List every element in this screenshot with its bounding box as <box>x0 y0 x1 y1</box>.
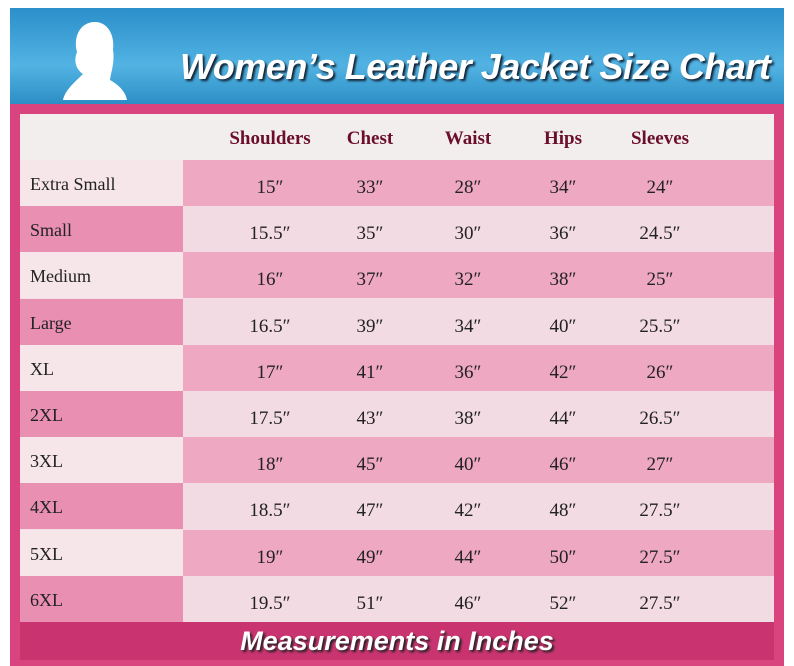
measurement: 17″ <box>256 361 284 383</box>
measurement: 18.5″ <box>249 500 291 522</box>
measurement: 15.5″ <box>249 223 291 245</box>
measurement: 46″ <box>454 592 482 614</box>
measurement: 27.5″ <box>639 592 681 614</box>
size-label: Large <box>30 312 72 333</box>
size-label: XL <box>30 358 54 379</box>
column-header: Chest <box>346 128 394 149</box>
measurement: 51″ <box>356 592 384 614</box>
measurement: 27.5″ <box>639 500 681 522</box>
size-label: 6XL <box>30 589 63 610</box>
measurement: 40″ <box>549 315 577 337</box>
label-band <box>20 160 183 206</box>
column-header: Hips <box>543 128 583 149</box>
measurement: 27″ <box>646 454 674 476</box>
label-band <box>20 575 183 622</box>
measurement: 18″ <box>256 454 284 476</box>
measurement: 26″ <box>646 361 674 383</box>
label-band <box>20 391 183 437</box>
title: Women’s Leather Jacket Size Chart <box>180 46 771 87</box>
measurement: 50″ <box>549 546 577 568</box>
measurement: 33″ <box>356 177 384 198</box>
measurement: 30″ <box>454 223 482 245</box>
measurement: 43″ <box>356 408 384 429</box>
measurement: 27.5″ <box>639 546 681 568</box>
measurement: 48″ <box>549 500 577 522</box>
label-band <box>20 529 183 576</box>
measurement: 41″ <box>356 361 384 383</box>
size-label: 3XL <box>30 451 63 472</box>
measurement: 47″ <box>356 500 384 522</box>
measurement: 24″ <box>646 177 674 198</box>
measurement: 52″ <box>549 592 577 614</box>
measurement: 46″ <box>549 454 577 476</box>
measurement: 34″ <box>549 177 577 198</box>
measurement: 38″ <box>454 408 482 429</box>
column-header: Shoulders <box>229 128 311 149</box>
column-header: Waist <box>444 128 492 149</box>
measurement: 49″ <box>356 546 384 568</box>
measurement: 45″ <box>356 454 384 476</box>
measurement: 40″ <box>454 454 482 476</box>
size-label: Small <box>30 220 73 241</box>
size-label: Extra Small <box>30 174 116 194</box>
measurement: 44″ <box>454 546 482 568</box>
footer: Measurements in Inches <box>20 622 774 660</box>
label-band <box>20 437 183 484</box>
measurement: 16.5″ <box>249 315 291 337</box>
label-band <box>20 298 183 345</box>
measurement: 38″ <box>549 269 577 291</box>
measurement: 42″ <box>454 500 482 522</box>
measurement: 36″ <box>549 223 577 245</box>
measurement: 19.5″ <box>249 592 291 614</box>
size-label: 2XL <box>30 405 63 425</box>
label-band <box>20 206 183 253</box>
silhouette-icon <box>63 22 127 100</box>
label-band <box>20 344 183 391</box>
measurement: 25″ <box>646 269 674 291</box>
size-label: Medium <box>30 266 91 287</box>
header-row <box>20 114 774 160</box>
column-header: Sleeves <box>630 128 690 149</box>
label-band <box>20 483 183 530</box>
size-label: 5XL <box>30 543 63 564</box>
label-band <box>20 252 183 299</box>
measurement: 15″ <box>256 177 284 198</box>
measurement: 42″ <box>549 361 577 383</box>
measurement: 35″ <box>356 223 384 245</box>
footer-note: Measurements in Inches <box>240 626 554 656</box>
measurement: 28″ <box>454 177 482 198</box>
measurement: 44″ <box>549 408 577 429</box>
measurement: 26.5″ <box>639 408 681 429</box>
measurement: 32″ <box>454 269 482 291</box>
measurement: 16″ <box>256 269 284 291</box>
banner: Women’s Leather Jacket Size Chart <box>10 8 784 104</box>
measurement: 34″ <box>454 315 482 337</box>
size-label: 4XL <box>30 497 63 518</box>
measurement: 24.5″ <box>639 223 681 245</box>
measurement: 25.5″ <box>639 315 681 337</box>
measurement: 17.5″ <box>249 408 291 429</box>
measurement: 19″ <box>256 546 284 568</box>
measurement: 36″ <box>454 361 482 383</box>
measurement: 37″ <box>356 269 384 291</box>
measurement: 39″ <box>356 315 384 337</box>
